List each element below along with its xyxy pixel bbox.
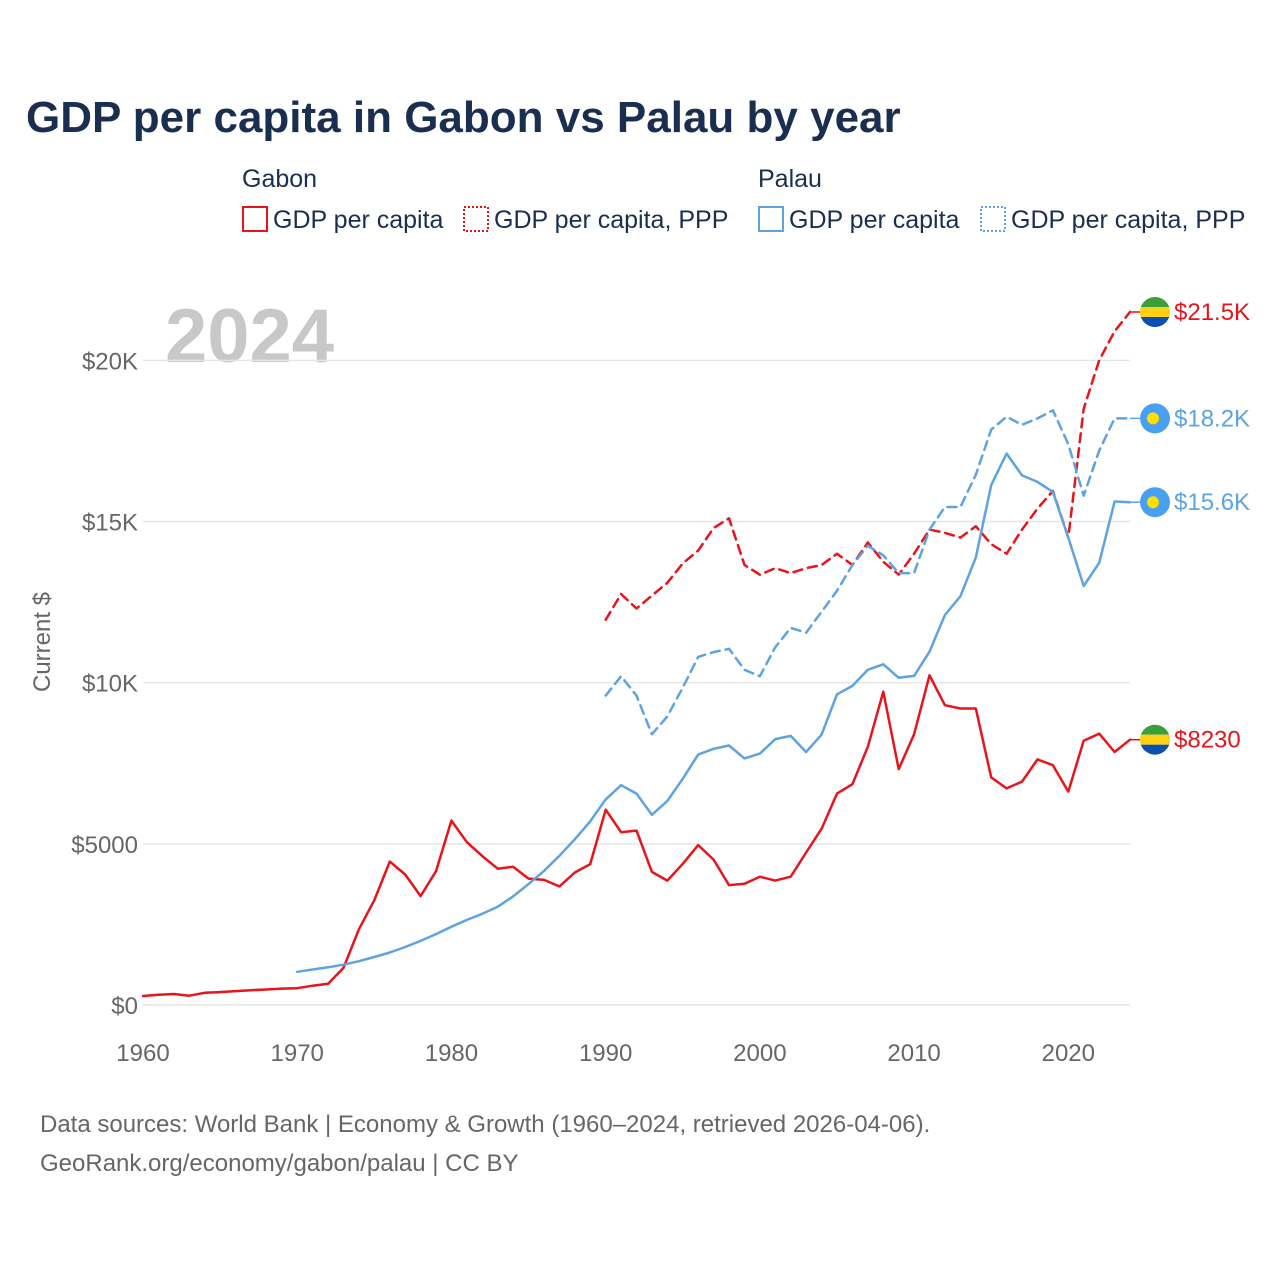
gabon-flag-icon xyxy=(1140,724,1170,755)
x-tick-label: 1990 xyxy=(579,1040,632,1067)
legend-swatch-palau-ppp[interactable] xyxy=(980,206,1006,232)
end-value-label: $21.5K xyxy=(1174,299,1250,326)
y-tick-label: $15K xyxy=(82,510,138,537)
legend-group-palau: Palau xyxy=(758,165,822,193)
y-tick-labels: $0 $5000 $10K $15K $20K xyxy=(71,348,138,1020)
x-tick-label: 1980 xyxy=(425,1040,478,1067)
grid-layer xyxy=(143,359,1130,1006)
series-line-gabon-gdp-per-capita[interactable] xyxy=(141,674,1132,998)
series-layer xyxy=(141,310,1132,998)
legend-label-gabon-ppp[interactable]: GDP per capita, PPP xyxy=(494,206,728,234)
gabon-flag-icon xyxy=(1140,297,1170,327)
x-tick-label: 2020 xyxy=(1042,1040,1095,1067)
y-tick-label: $10K xyxy=(82,671,138,698)
legend: Gabon Palau GDP per capita GDP per capit… xyxy=(242,165,1245,234)
year-watermark: 2024 xyxy=(165,294,334,379)
y-tick-label: $20K xyxy=(82,348,138,375)
palau-flag-icon xyxy=(1140,403,1170,434)
x-tick-label: 2000 xyxy=(733,1040,786,1067)
x-tick-label: 1960 xyxy=(116,1040,169,1067)
x-tick-label: 1970 xyxy=(271,1040,324,1067)
footer-credit[interactable]: GeoRank.org/economy/gabon/palau | CC BY xyxy=(40,1150,519,1177)
series-line-gabon-gdp-per-capita-ppp[interactable] xyxy=(604,310,1132,622)
end-labels: $8230 $21.5K $15.6K $18.2K xyxy=(1130,297,1250,755)
legend-group-gabon: Gabon xyxy=(242,165,317,193)
y-axis-title: Current $ xyxy=(29,592,56,692)
end-value-label: $18.2K xyxy=(1174,405,1250,432)
series-line-palau-gdp-per-capita-ppp[interactable] xyxy=(604,409,1132,736)
legend-swatch-palau-gdp[interactable] xyxy=(758,206,784,232)
legend-swatch-gabon-ppp[interactable] xyxy=(463,206,489,232)
legend-label-palau-ppp[interactable]: GDP per capita, PPP xyxy=(1011,206,1245,234)
legend-swatch-gabon-gdp[interactable] xyxy=(242,206,268,232)
x-tick-labels: 1960 1970 1980 1990 2000 2010 2020 xyxy=(116,1040,1095,1067)
end-value-label: $8230 xyxy=(1174,727,1241,754)
chart-title: GDP per capita in Gabon vs Palau by year xyxy=(26,93,901,142)
legend-label-gabon-gdp[interactable]: GDP per capita xyxy=(273,206,444,234)
y-tick-label: $0 xyxy=(111,993,138,1020)
palau-flag-icon xyxy=(1140,487,1170,518)
y-tick-label: $5000 xyxy=(71,832,138,859)
x-tick-label: 2010 xyxy=(887,1040,940,1067)
series-line-palau-gdp-per-capita[interactable] xyxy=(295,452,1132,974)
end-value-label: $15.6K xyxy=(1174,489,1250,516)
footer-source: Data sources: World Bank | Economy & Gro… xyxy=(40,1111,930,1138)
legend-label-palau-gdp[interactable]: GDP per capita xyxy=(789,206,960,234)
